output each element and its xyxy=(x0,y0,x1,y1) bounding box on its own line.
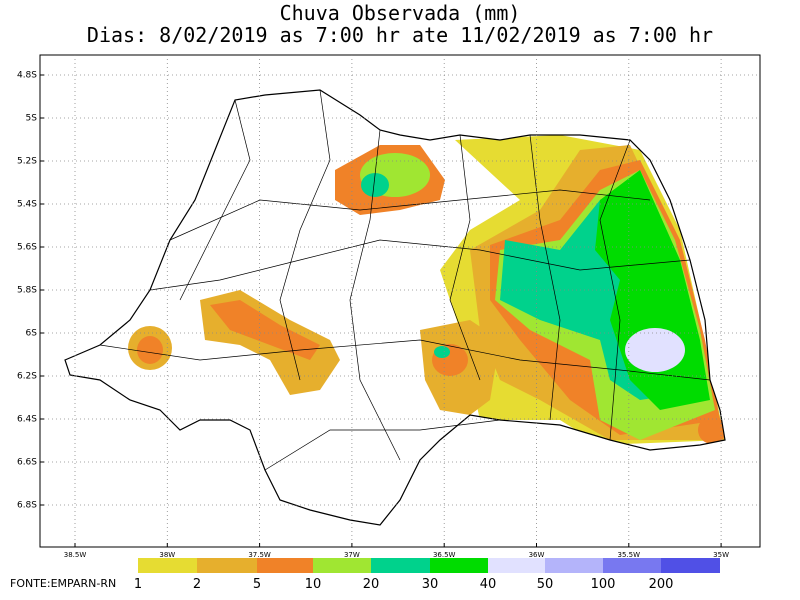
lat-tick-label: 6.8S xyxy=(17,501,37,511)
lat-tick-label: 4.8S xyxy=(17,71,37,81)
county-lines xyxy=(64,89,726,526)
title-line: Dias: 8/02/2019 as 7:00 hr ate 11/02/201… xyxy=(87,23,713,47)
lat-tick-label: 6.2S xyxy=(17,372,37,382)
map-frame xyxy=(39,54,761,548)
lon-tick-label: 37.5W xyxy=(248,551,271,559)
lat-tick-label: 6.6S xyxy=(17,458,37,468)
legend-label: 2 xyxy=(193,577,201,592)
source-note: FONTE:EMPARN-RN xyxy=(10,577,116,590)
lat-tick-label: 5S xyxy=(26,114,38,124)
color-bar xyxy=(138,558,720,573)
title-group: Chuva Observada (mm)Dias: 8/02/2019 as 7… xyxy=(87,1,713,47)
legend-label: 10 xyxy=(305,577,322,592)
legend-label: 40 xyxy=(480,577,497,592)
legend-label: 5 xyxy=(253,577,261,592)
lon-tick-label: 35.5W xyxy=(618,551,641,559)
lat-tick-label: 6.4S xyxy=(17,415,37,425)
lon-tick-label: 37W xyxy=(344,551,360,559)
lon-tick-label: 36W xyxy=(529,551,545,559)
legend-label: 50 xyxy=(537,577,554,592)
legend-label: 30 xyxy=(422,577,439,592)
graticule: 4.8S 5S 5.2S 5.4S 5.6S 5.8S 6S 6.2S 6.4S 6.6S 6.8S… xyxy=(17,55,760,559)
legend-label: 20 xyxy=(363,577,380,592)
lat-tick-label: 5.8S xyxy=(17,286,37,296)
title-line: Chuva Observada (mm) xyxy=(280,1,521,25)
legend-label: 1 xyxy=(134,577,142,592)
lat-tick-label: 5.4S xyxy=(17,200,37,210)
lon-tick-label: 38W xyxy=(159,551,175,559)
lat-tick-label: 6S xyxy=(26,329,38,339)
lon-tick-label: 36.5W xyxy=(433,551,456,559)
legend-label: 100 xyxy=(591,577,616,592)
lon-tick-label: 38.5W xyxy=(64,551,87,559)
lat-tick-label: 5.6S xyxy=(17,243,37,253)
legend-label: 200 xyxy=(649,577,674,592)
lon-tick-label: 35W xyxy=(713,551,729,559)
lat-tick-label: 5.2S xyxy=(17,157,37,167)
